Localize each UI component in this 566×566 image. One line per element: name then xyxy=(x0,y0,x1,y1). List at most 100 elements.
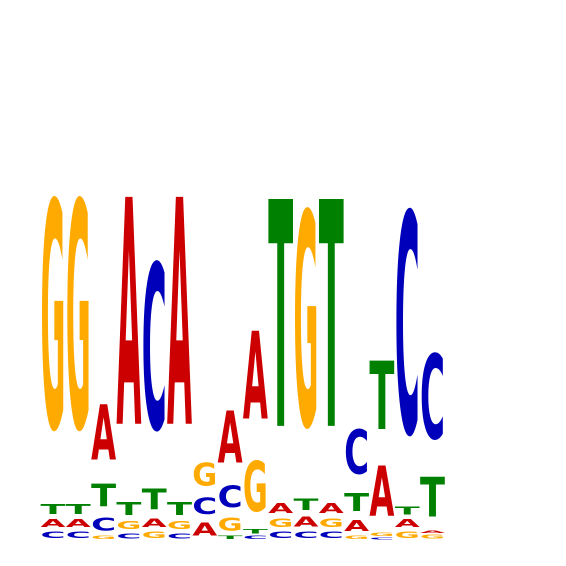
glyph-A: A xyxy=(319,500,344,516)
svg-text:A: A xyxy=(420,530,445,534)
svg-text:A: A xyxy=(243,307,268,448)
glyph-T: T xyxy=(344,489,370,518)
glyph-C: C xyxy=(395,151,420,504)
glyph-C: C xyxy=(420,333,445,467)
glyph-G: G xyxy=(91,535,116,540)
glyph-A: A xyxy=(344,517,370,534)
glyph-T: T xyxy=(369,342,394,451)
svg-text:G: G xyxy=(116,520,141,532)
glyph-G: G xyxy=(167,520,192,532)
svg-text:A: A xyxy=(294,514,319,530)
glyph-G: G xyxy=(243,449,268,528)
svg-text:T: T xyxy=(369,342,394,451)
glyph-G: G xyxy=(268,517,293,530)
svg-text:C: C xyxy=(41,530,66,540)
glyph-A: A xyxy=(167,137,192,499)
glyph-A: A xyxy=(41,517,67,529)
svg-text:C: C xyxy=(167,532,192,540)
glyph-T: T xyxy=(294,495,320,514)
glyph-C: C xyxy=(294,530,319,540)
svg-text:T: T xyxy=(116,498,141,519)
svg-text:G: G xyxy=(218,514,243,535)
svg-text:C: C xyxy=(420,333,445,467)
glyph-G: G xyxy=(369,532,394,537)
glyph-T: T xyxy=(395,505,421,517)
glyph-T: T xyxy=(142,483,168,516)
svg-text:T: T xyxy=(167,498,192,519)
glyph-G: G xyxy=(218,514,243,535)
svg-text:A: A xyxy=(142,516,167,530)
glyph-C: C xyxy=(218,481,243,514)
svg-text:G: G xyxy=(268,517,293,530)
svg-text:T: T xyxy=(142,483,168,516)
svg-text:G: G xyxy=(319,517,344,530)
svg-text:A: A xyxy=(369,451,394,532)
svg-text:C: C xyxy=(142,220,167,483)
svg-text:C: C xyxy=(91,515,116,535)
svg-text:G: G xyxy=(395,530,420,540)
svg-text:C: C xyxy=(116,532,141,540)
svg-text:G: G xyxy=(66,140,91,502)
glyph-C: C xyxy=(243,535,268,540)
svg-text:T: T xyxy=(420,466,445,529)
glyph-A: A xyxy=(91,389,116,477)
glyph-T: T xyxy=(66,501,91,517)
svg-text:A: A xyxy=(319,500,344,516)
glyph-A: A xyxy=(192,520,218,540)
glyph-A: A xyxy=(218,398,243,480)
glyph-T: T xyxy=(116,498,141,519)
svg-text:C: C xyxy=(369,537,394,540)
svg-text:T: T xyxy=(41,501,66,517)
svg-text:G: G xyxy=(294,153,319,495)
glyph-C: C xyxy=(167,532,192,540)
svg-text:G: G xyxy=(369,532,394,537)
svg-text:T: T xyxy=(243,528,268,535)
svg-text:T: T xyxy=(268,138,293,500)
svg-text:T: T xyxy=(66,501,91,517)
glyph-C: C xyxy=(91,515,116,535)
glyph-C: C xyxy=(142,220,167,483)
glyph-A: A xyxy=(66,517,92,529)
svg-text:A: A xyxy=(192,520,218,540)
svg-text:A: A xyxy=(167,137,192,499)
glyph-C: C xyxy=(41,530,66,540)
svg-text:A: A xyxy=(344,517,370,534)
glyph-G: G xyxy=(41,140,66,502)
glyph-C: C xyxy=(116,532,141,540)
glyph-A: A xyxy=(369,451,394,532)
glyph-G: G xyxy=(344,535,369,540)
svg-text:C: C xyxy=(192,493,217,519)
glyph-T: T xyxy=(420,466,445,529)
svg-text:C: C xyxy=(218,481,243,514)
glyph-A: A xyxy=(142,516,167,530)
glyph-C: C xyxy=(268,530,293,540)
glyph-C: C xyxy=(66,530,91,540)
svg-text:A: A xyxy=(395,517,421,529)
glyph-T: T xyxy=(91,478,116,515)
svg-text:G: G xyxy=(243,449,268,528)
glyph-A: A xyxy=(116,137,141,499)
glyph-T: T xyxy=(167,498,192,519)
glyph-G: G xyxy=(66,140,91,502)
svg-text:G: G xyxy=(41,140,66,502)
svg-text:G: G xyxy=(167,520,192,532)
svg-text:A: A xyxy=(66,517,92,529)
glyph-A: A xyxy=(268,500,293,516)
glyph-G: G xyxy=(319,517,344,530)
svg-text:T: T xyxy=(294,495,320,514)
glyph-G: G xyxy=(116,520,141,532)
glyph-C: C xyxy=(192,493,217,519)
svg-text:G: G xyxy=(420,534,445,540)
svg-text:A: A xyxy=(268,500,293,516)
svg-text:C: C xyxy=(243,535,268,540)
svg-text:T: T xyxy=(218,535,243,540)
svg-text:T: T xyxy=(395,505,421,517)
glyph-T: T xyxy=(268,138,293,500)
glyph-G: G xyxy=(420,534,445,540)
svg-text:G: G xyxy=(344,535,369,540)
glyph-A: A xyxy=(243,307,268,448)
glyph-A: A xyxy=(294,514,319,530)
svg-text:C: C xyxy=(395,151,420,504)
glyph-T: T xyxy=(243,528,268,535)
